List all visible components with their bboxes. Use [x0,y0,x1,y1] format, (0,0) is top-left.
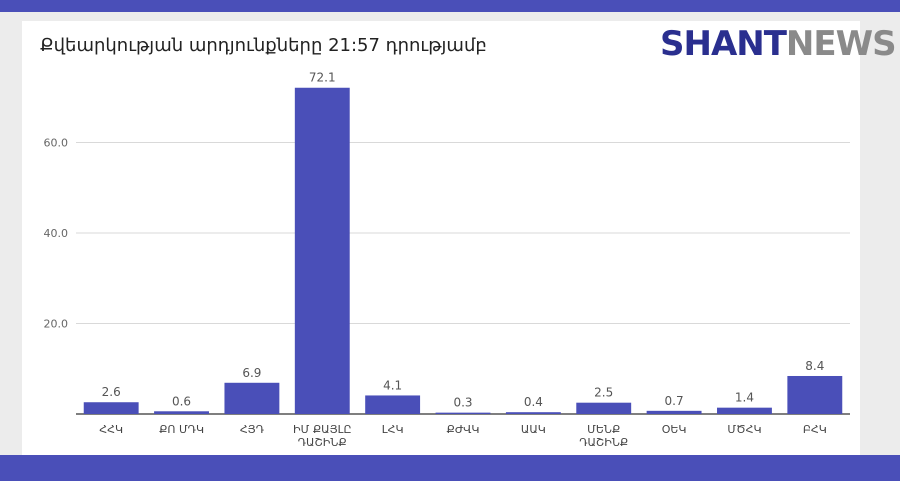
logo-part-shant: SHANT [660,24,787,64]
category-label: ՄԵՆՔ ԴԱՇԻՆՔ [579,423,628,449]
bar [435,412,491,414]
bar [83,402,139,414]
category-label-line: ԻՄ ՔԱՅԼԸ [293,423,351,436]
category-label-line: ԲՀԿ [803,423,827,436]
category-label-line: ԴԱՇԻՆՔ [579,436,628,449]
category-label-line: ԱԱԿ [521,423,546,436]
data-label: 4.1 [383,378,402,392]
y-tick-label: 40.0 [44,227,69,240]
category-label: ՕԵԿ [662,423,687,436]
category-label-line: ՕԵԿ [662,423,687,436]
data-label: 2.5 [594,386,613,400]
category-label: ԻՄ ՔԱՅԼԸ ԴԱՇԻՆՔ [293,423,351,449]
data-label: 0.7 [665,394,684,408]
data-label: 8.4 [805,359,824,373]
data-label: 0.3 [453,396,472,410]
category-label-line: ՔՈ ՄԴԿ [159,423,204,436]
bar [224,382,280,414]
bar [154,411,209,414]
category-label: ՄԾՀԿ [727,423,761,436]
category-label: ԱԱԿ [521,423,546,436]
data-label: 6.9 [242,366,261,380]
bottom-frame-bar [0,455,900,481]
top-frame-bar [0,0,900,12]
shantnews-logo: SHANTNEWS [660,24,897,64]
bar [646,410,702,414]
data-label: 1.4 [735,391,754,405]
data-label: 0.6 [172,394,191,408]
data-label: 2.6 [102,385,121,399]
category-label: ՀՀԿ [99,423,123,436]
category-label-line: ՀՅԴ [240,423,264,436]
data-label: 0.4 [524,395,543,409]
y-tick-label: 60.0 [44,137,69,150]
category-label: ՔՈ ՄԴԿ [159,423,204,436]
category-label-line: ԼՀԿ [382,423,404,436]
category-label: ԼՀԿ [382,423,404,436]
category-label-line: ՔԺՎԿ [447,423,480,436]
category-label-line: ՄԾՀԿ [727,423,761,436]
logo-part-news: NEWS [785,24,897,64]
data-label: 72.1 [309,71,336,85]
category-label: ՔԺՎԿ [447,423,480,436]
bar [717,407,772,414]
category-label-line: ԴԱՇԻՆՔ [298,436,347,449]
chart-title: Քվեարկության արդյունքները 21:57 դրությամ… [40,35,487,56]
bar [365,395,421,414]
bar [787,375,843,414]
category-label: ՀՅԴ [240,423,264,436]
bar [505,412,561,414]
category-label-line: ՀՀԿ [99,423,123,436]
category-label-line: ՄԵՆՔ [587,423,620,436]
bar [294,87,350,414]
chart-card [22,21,860,455]
y-tick-label: 20.0 [44,318,69,331]
bar [576,402,632,414]
category-label: ԲՀԿ [803,423,827,436]
